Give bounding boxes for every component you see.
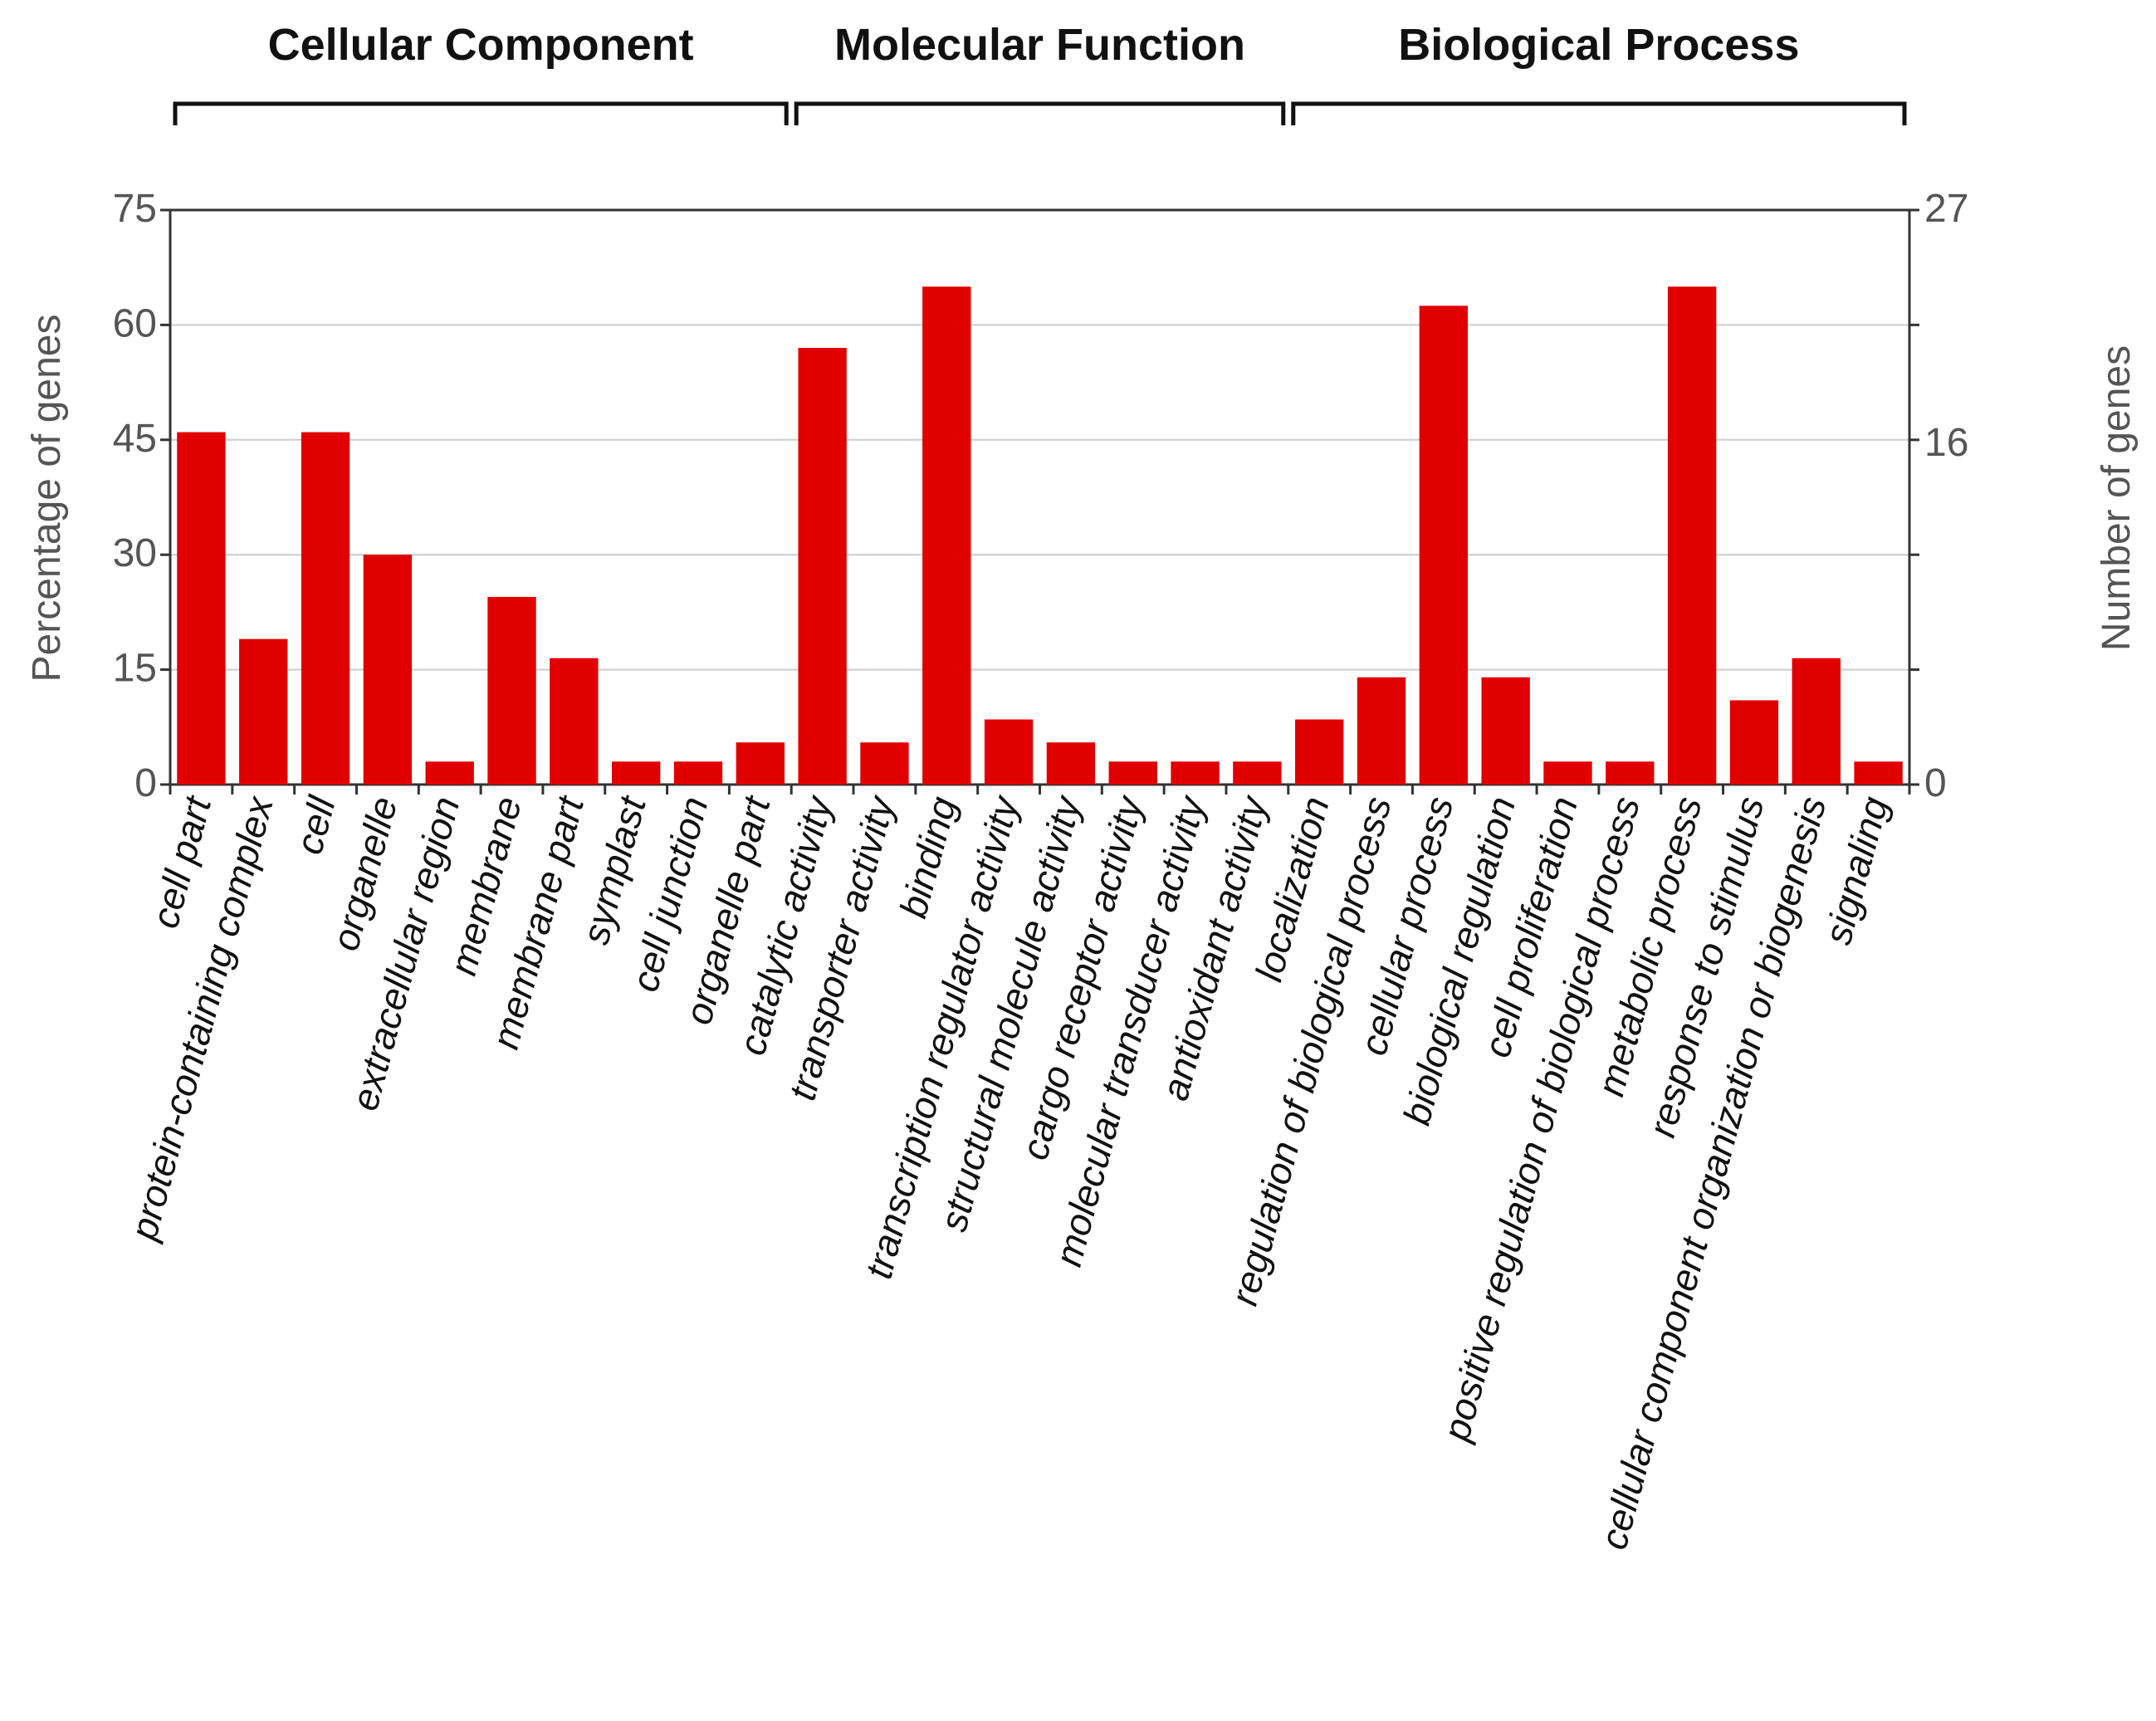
plot-frame [169, 208, 1911, 786]
axis-ticks: 75 60 45 30 15 0 27 16 0 [113, 187, 1969, 805]
group-title: Molecular Function [834, 20, 1245, 70]
y-tick-label-left: 60 [113, 301, 157, 345]
bar [1481, 677, 1530, 785]
y-tick-label-left: 15 [113, 647, 157, 691]
y-axis-title-left: Percentage of genes [25, 315, 69, 682]
bar [363, 555, 413, 785]
bar [922, 286, 971, 785]
group-bracket [173, 101, 789, 125]
gridlines [170, 324, 1909, 671]
bar [1046, 742, 1096, 785]
bar [1233, 761, 1282, 785]
bar [611, 761, 661, 785]
bar [860, 742, 909, 785]
y-tick-label-right: 0 [1924, 761, 1947, 805]
bar [1792, 658, 1841, 785]
group-bracket [1291, 101, 1907, 125]
bar [798, 348, 847, 785]
bar [736, 742, 785, 785]
bar [1171, 761, 1220, 785]
bar [177, 432, 226, 785]
x-tick-label: cell [287, 790, 345, 858]
y-tick-label-left: 75 [113, 187, 157, 231]
bar [550, 658, 599, 785]
y-axis-title-right: Number of genes [2095, 345, 2139, 651]
category-groups: Cellular Component Molecular Function Biol… [173, 20, 1907, 125]
bar [1729, 700, 1779, 785]
bars [177, 286, 1903, 785]
y-tick-label-left: 30 [113, 531, 157, 575]
bar [1419, 306, 1469, 785]
bar [1295, 719, 1344, 785]
bar [239, 638, 288, 785]
bar [1854, 761, 1903, 785]
bar [1108, 761, 1157, 785]
x-tick-label: binding [891, 792, 965, 922]
group-bracket [794, 101, 1286, 125]
bar [1667, 286, 1717, 785]
bar [487, 596, 536, 785]
y-tick-label-left: 45 [113, 417, 157, 461]
bar [301, 432, 350, 785]
group-title: Cellular Component [268, 20, 694, 70]
bar [1606, 761, 1655, 785]
bar [425, 761, 474, 785]
bar [1543, 761, 1592, 785]
bar [1357, 677, 1406, 785]
bar [984, 719, 1034, 785]
y-tick-label-right: 16 [1924, 421, 1968, 465]
y-tick-label-right: 27 [1924, 187, 1968, 231]
group-title: Biological Process [1398, 20, 1799, 70]
y-tick-label-left: 0 [134, 761, 157, 805]
bar [673, 761, 723, 785]
